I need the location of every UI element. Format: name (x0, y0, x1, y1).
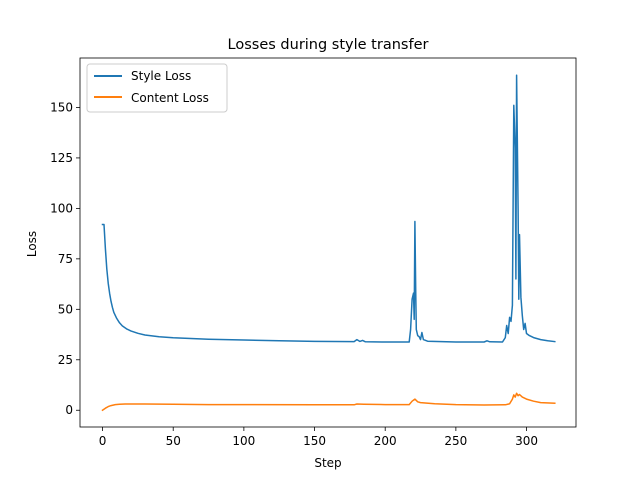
series-line-style-loss (101, 74, 556, 343)
legend-label-content-loss: Content Loss (131, 91, 209, 105)
x-tick-label: 50 (166, 434, 181, 448)
y-tick-label: 50 (58, 302, 73, 316)
x-tick-label: 300 (515, 434, 538, 448)
legend: Style Loss Content Loss (86, 63, 228, 113)
legend-label-style-loss: Style Loss (131, 69, 191, 83)
y-tick-label: 125 (50, 151, 73, 165)
y-tick-label: 100 (50, 201, 73, 215)
plot-area (80, 58, 576, 427)
chart-title: Losses during style transfer (228, 37, 429, 53)
y-tick-label: 25 (58, 353, 73, 367)
x-tick-label: 150 (303, 434, 326, 448)
y-tick-label: 75 (58, 252, 73, 266)
x-tick-label: 0 (99, 434, 107, 448)
y-tick-label: 150 (50, 100, 73, 114)
x-tick-label: 250 (444, 434, 467, 448)
y-tick-label: 0 (65, 403, 73, 417)
x-tick-label: 100 (232, 434, 255, 448)
series-line-content-loss (101, 392, 556, 412)
x-axis-label: Step (314, 456, 341, 470)
plot-background (80, 58, 576, 427)
y-axis-label: Loss (25, 231, 39, 257)
axes-layer: 0 50 100 150 200 250 300 0 25 50 75 100 125 150 (50, 57, 577, 448)
x-tick-label: 200 (374, 434, 397, 448)
axes-frame (79, 57, 577, 428)
series-layer (101, 74, 556, 412)
